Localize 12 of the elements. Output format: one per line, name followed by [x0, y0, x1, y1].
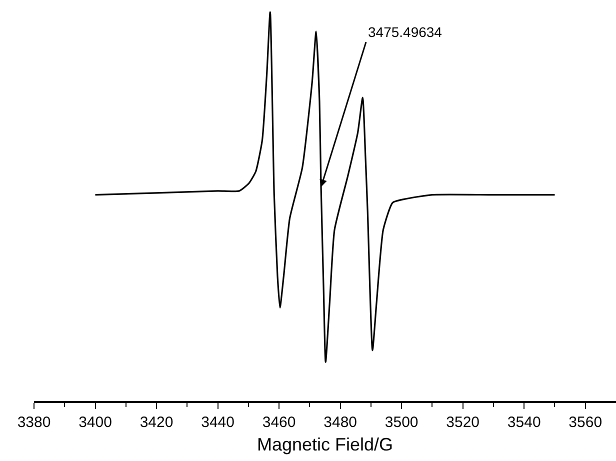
x-tick-label: 3480	[324, 414, 358, 431]
x-tick-label: 3500	[384, 414, 418, 431]
x-tick-label: 3460	[262, 414, 296, 431]
x-axis-title: Magnetic Field/G	[256, 434, 394, 454]
x-tick-label: 3400	[78, 414, 112, 431]
annotation: 3475.49634	[368, 24, 442, 40]
x-tick-label: 3540	[507, 414, 541, 431]
x-tick-label: 3440	[201, 414, 234, 431]
x-tick-label: 3420	[140, 414, 174, 431]
x-tick-label: 3380	[17, 414, 51, 431]
x-tick-label: 3560	[568, 414, 602, 431]
x-tick-label: 3520	[446, 414, 480, 431]
